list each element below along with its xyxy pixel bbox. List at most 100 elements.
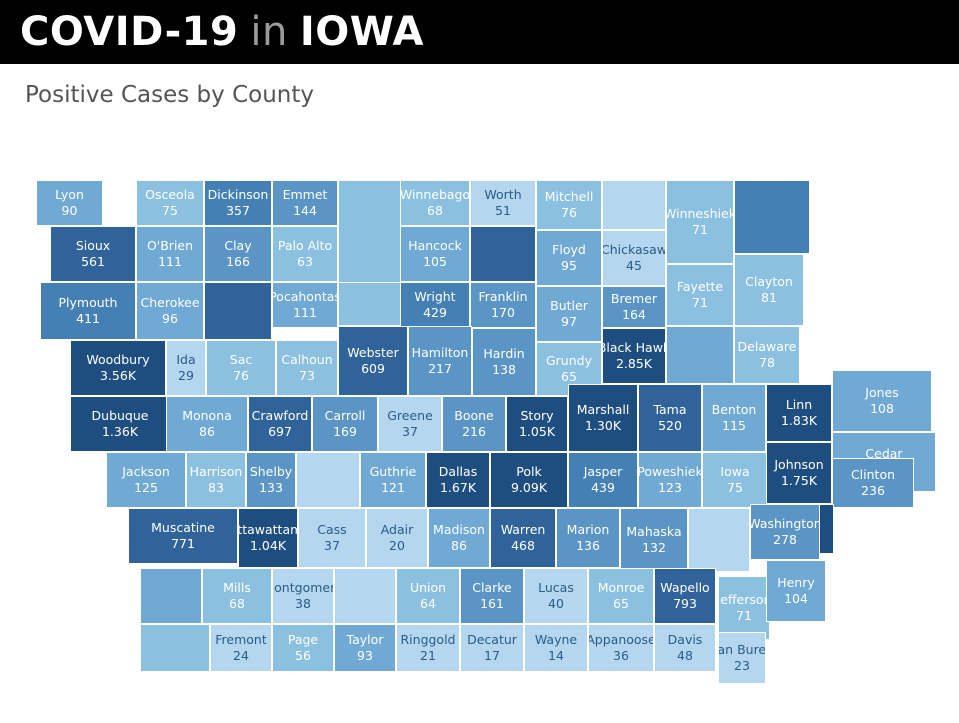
county-dallas[interactable]: Dallas 1.67K bbox=[426, 452, 490, 508]
county-howard[interactable] bbox=[602, 180, 666, 230]
county-ringgold[interactable]: Ringgold 21 bbox=[396, 624, 460, 672]
county-case-count: 93 bbox=[357, 648, 373, 663]
county-case-count: 561 bbox=[81, 254, 105, 269]
county-cass[interactable]: Cass 37 bbox=[298, 508, 366, 568]
county-crawford[interactable]: Crawford 697 bbox=[248, 396, 312, 452]
county-name-label: Worth bbox=[484, 187, 522, 202]
county-wright[interactable]: Wright 429 bbox=[400, 282, 470, 328]
county-benton[interactable]: Benton 115 bbox=[702, 384, 766, 452]
county-pocahontas[interactable]: Pocahontas 111 bbox=[272, 282, 338, 328]
county-shelby[interactable]: Shelby 133 bbox=[246, 452, 296, 508]
county-washington[interactable]: Washington 278 bbox=[750, 504, 820, 560]
county-polk[interactable]: Polk 9.09K bbox=[490, 452, 568, 508]
county-calhoun[interactable]: Calhoun 73 bbox=[276, 340, 338, 396]
county-lyon[interactable]: Lyon 90 bbox=[36, 180, 103, 226]
county-madison[interactable]: Madison 86 bbox=[428, 508, 490, 568]
county-ida[interactable]: Ida 29 bbox=[166, 340, 206, 396]
county-clinton[interactable]: Clinton 236 bbox=[832, 458, 914, 508]
county-wayne[interactable]: Wayne 14 bbox=[524, 624, 588, 672]
county-taylor[interactable]: Taylor 93 bbox=[334, 624, 396, 672]
county-jefferson[interactable]: Jefferson 71 bbox=[718, 576, 770, 640]
county-keokuk[interactable] bbox=[688, 508, 750, 572]
county-henry[interactable]: Henry 104 bbox=[766, 560, 826, 622]
county-clay[interactable]: Clay 166 bbox=[204, 226, 272, 282]
county-hardin[interactable]: Hardin 138 bbox=[472, 328, 536, 396]
county-jackson[interactable]: Jackson 125 bbox=[106, 452, 186, 508]
county-appanoose[interactable]: Appanoose 36 bbox=[588, 624, 654, 672]
county-audubon[interactable] bbox=[296, 452, 360, 508]
county-sac[interactable]: Sac 76 bbox=[206, 340, 276, 396]
county-jasper[interactable]: Jasper 439 bbox=[568, 452, 638, 508]
county-montgomery[interactable]: Montgomery38 bbox=[272, 568, 334, 624]
county-harrison[interactable]: Harrison 83 bbox=[186, 452, 246, 508]
county-page[interactable]: Page 56 bbox=[272, 624, 334, 672]
county-dickinson[interactable]: Dickinson 357 bbox=[204, 180, 272, 226]
county-buchanan[interactable] bbox=[666, 326, 734, 384]
county-black-hawk[interactable]: Black Hawk2.85K bbox=[602, 328, 666, 384]
county-greene[interactable]: Greene 37 bbox=[378, 396, 442, 452]
county-mitchell[interactable]: Mitchell 76 bbox=[536, 180, 602, 230]
county-story[interactable]: Story 1.05K bbox=[506, 396, 568, 452]
county-chickasaw[interactable]: Chickasaw 45 bbox=[602, 230, 666, 286]
county-bremer[interactable]: Bremer 164 bbox=[602, 286, 666, 328]
county-iowa[interactable]: Iowa 75 bbox=[702, 452, 768, 508]
county-fayette[interactable]: Fayette 71 bbox=[666, 264, 734, 326]
county-johnson[interactable]: Johnson 1.75K bbox=[766, 442, 832, 504]
county-adams[interactable] bbox=[334, 568, 396, 624]
county-tama[interactable]: Tama 520 bbox=[638, 384, 702, 452]
county-woodbury[interactable]: Woodbury 3.56K bbox=[70, 340, 166, 396]
county-cerro-gordo[interactable] bbox=[470, 226, 536, 282]
county-carroll[interactable]: Carroll 169 bbox=[312, 396, 378, 452]
county-allamakee[interactable] bbox=[734, 180, 810, 254]
county-boone[interactable]: Boone 216 bbox=[442, 396, 506, 452]
county-muscatine[interactable]: Muscatine 771 bbox=[128, 508, 238, 564]
county-mills[interactable]: Mills 68 bbox=[202, 568, 272, 624]
county-franklin[interactable]: Franklin 170 bbox=[470, 282, 536, 328]
county-humboldt[interactable] bbox=[338, 282, 408, 326]
county-jones[interactable]: Jones 108 bbox=[832, 370, 932, 432]
county-sioux[interactable]: Sioux 561 bbox=[50, 226, 136, 282]
county-clayton[interactable]: Clayton 81 bbox=[734, 254, 804, 326]
county-linn[interactable]: Linn 1.83K bbox=[766, 384, 832, 442]
county-mahaska[interactable]: Mahaska 132 bbox=[620, 508, 688, 572]
county-marion[interactable]: Marion 136 bbox=[556, 508, 620, 568]
county-warren[interactable]: Warren 468 bbox=[490, 508, 556, 568]
county-delaware[interactable]: Delaware 78 bbox=[734, 326, 800, 384]
county-o-brien[interactable]: O'Brien 111 bbox=[136, 226, 204, 282]
county-van-buren[interactable]: Van Buren23 bbox=[718, 632, 766, 684]
county-cherokee[interactable]: Cherokee 96 bbox=[136, 282, 204, 340]
county-worth[interactable]: Worth 51 bbox=[470, 180, 536, 226]
county-palo-alto[interactable]: Palo Alto 63 bbox=[272, 226, 338, 282]
county-name-label: Linn bbox=[785, 397, 813, 412]
county-buena-vista[interactable] bbox=[204, 282, 272, 340]
county-floyd[interactable]: Floyd 95 bbox=[536, 230, 602, 286]
county-poweshiek[interactable]: Poweshiek 123 bbox=[638, 452, 702, 508]
county-butler[interactable]: Butler 97 bbox=[536, 286, 602, 342]
county-pottawattamie[interactable]: Pottawattamie1.04K bbox=[238, 508, 298, 568]
county-lucas[interactable]: Lucas 40 bbox=[524, 568, 588, 624]
county-fremont[interactable]: Fremont 24 bbox=[210, 624, 272, 672]
county-hancock[interactable]: Hancock 105 bbox=[400, 226, 470, 282]
county-monroe[interactable]: Monroe 65 bbox=[588, 568, 654, 624]
county-emmet[interactable]: Emmet 144 bbox=[272, 180, 338, 226]
county-hamilton[interactable]: Hamilton 217 bbox=[408, 326, 472, 396]
county-monona[interactable]: Monona 86 bbox=[166, 396, 248, 452]
county-case-count: 216 bbox=[462, 424, 486, 439]
county-winnebago[interactable]: Winnebago 68 bbox=[400, 180, 470, 226]
county-osceola[interactable]: Osceola 75 bbox=[136, 180, 204, 226]
county-wapello[interactable]: Wapello 793 bbox=[654, 568, 716, 624]
county-guthrie[interactable]: Guthrie 121 bbox=[360, 452, 426, 508]
county-winneshiek[interactable]: Winneshiek 71 bbox=[666, 180, 734, 264]
county-des-moines[interactable] bbox=[140, 624, 210, 672]
county-dubuque[interactable]: Dubuque 1.36K bbox=[70, 396, 170, 452]
county-adair[interactable]: Adair 20 bbox=[366, 508, 428, 568]
county-union[interactable]: Union 64 bbox=[396, 568, 460, 624]
county-louisa[interactable] bbox=[140, 568, 202, 624]
county-davis[interactable]: Davis 48 bbox=[654, 624, 716, 672]
county-clarke[interactable]: Clarke 161 bbox=[460, 568, 524, 624]
county-marshall[interactable]: Marshall 1.30K bbox=[568, 384, 638, 452]
county-webster[interactable]: Webster 609 bbox=[338, 326, 408, 396]
county-plymouth[interactable]: Plymouth 411 bbox=[40, 282, 136, 340]
county-decatur[interactable]: Decatur 17 bbox=[460, 624, 524, 672]
county-name-label: Chickasaw bbox=[602, 242, 666, 257]
